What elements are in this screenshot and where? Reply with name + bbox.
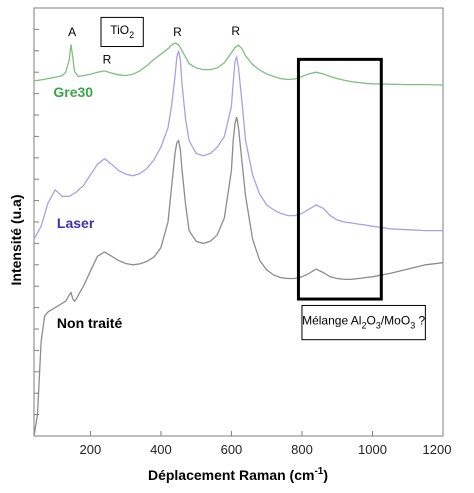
x-tick-label-3: 800 xyxy=(291,442,313,457)
x-axis-ticks: 200 400 600 800 1000 1200 xyxy=(80,431,452,457)
annotation-text: Mélange Al2O3/MoO3 ? xyxy=(302,314,425,331)
series-label-2: Non traité xyxy=(57,315,123,331)
peak-label-2: R xyxy=(173,25,182,39)
x-tick-label-0: 200 xyxy=(80,442,102,457)
peak-label-1: R xyxy=(103,53,112,67)
peak-label-3: R xyxy=(231,24,240,38)
series-labels: Gre30 Laser Non traité xyxy=(53,84,122,331)
peak-label-0: A xyxy=(68,25,76,39)
highlight-region-box xyxy=(296,57,383,301)
series-line-gre30 xyxy=(33,42,444,86)
x-tick-label-4: 1000 xyxy=(358,442,387,457)
series-line-non-traite xyxy=(33,116,444,437)
x-axis-title: Déplacement Raman (cm-1) xyxy=(148,466,328,483)
material-legend-box xyxy=(100,16,144,48)
series-label-1: Laser xyxy=(57,215,95,231)
x-tick-label-5: 1200 xyxy=(423,442,452,457)
x-tick-label-2: 600 xyxy=(221,442,243,457)
annotation-box xyxy=(301,304,426,341)
series-label-0: Gre30 xyxy=(53,84,93,100)
material-legend-label: TiO2 xyxy=(110,23,134,40)
peak-labels: A R R R xyxy=(68,24,240,67)
y-axis-ticks xyxy=(34,28,39,416)
x-tick-label-1: 400 xyxy=(150,442,172,457)
y-axis-title: Intensité (u.a) xyxy=(8,194,24,285)
series-line-laser xyxy=(33,50,443,240)
